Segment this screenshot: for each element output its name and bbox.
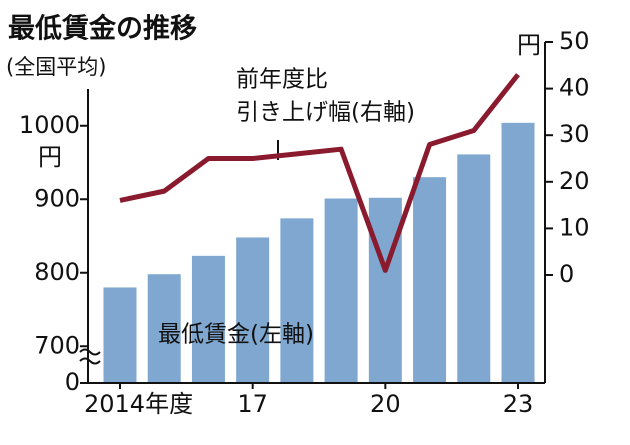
y2-tick-label: 30	[559, 120, 590, 148]
y-tick-label: 0	[65, 368, 80, 396]
bar	[103, 287, 137, 383]
y-tick-label: 1000	[19, 111, 80, 139]
y-tick-label: 700	[34, 331, 80, 359]
bar	[147, 274, 181, 383]
x-tick-label: 20	[370, 390, 401, 418]
bar-label: 最低賃金(左軸)	[158, 322, 314, 348]
line	[119, 73, 520, 273]
y2-unit: 円	[517, 31, 541, 59]
x-tick-label: 17	[237, 390, 268, 418]
y2-tick-label: 20	[559, 167, 590, 195]
bar	[191, 255, 225, 383]
axis-break	[79, 348, 101, 365]
bar	[413, 177, 447, 383]
line-label: 前年度比	[236, 67, 328, 93]
x-tick-label: 2014年度	[84, 390, 193, 418]
y-tick-label: 900	[34, 184, 80, 212]
chart-title: 最低賃金の推移	[8, 13, 197, 45]
bar	[236, 237, 270, 383]
overlay: 0 700 800 900 1000 円 0 10 20 30 40 50 円 2014年度 17 20 23 最…	[19, 27, 590, 418]
bar	[324, 198, 358, 383]
y2-tick-label: 10	[559, 213, 590, 241]
y-unit: 円	[38, 143, 62, 171]
line-label: 引き上げ幅(右軸)	[236, 100, 415, 126]
chart-subtitle: (全国平均)	[6, 55, 106, 79]
plot	[103, 122, 535, 383]
y2-tick-label: 0	[559, 260, 574, 288]
bar	[501, 122, 535, 383]
bar	[280, 218, 314, 383]
bar	[368, 197, 402, 383]
y2-tick-label: 40	[559, 74, 590, 102]
y2-tick-label: 50	[559, 27, 590, 55]
x-tick-label: 23	[503, 390, 534, 418]
bar	[457, 154, 491, 383]
y-tick-label: 800	[34, 258, 80, 286]
